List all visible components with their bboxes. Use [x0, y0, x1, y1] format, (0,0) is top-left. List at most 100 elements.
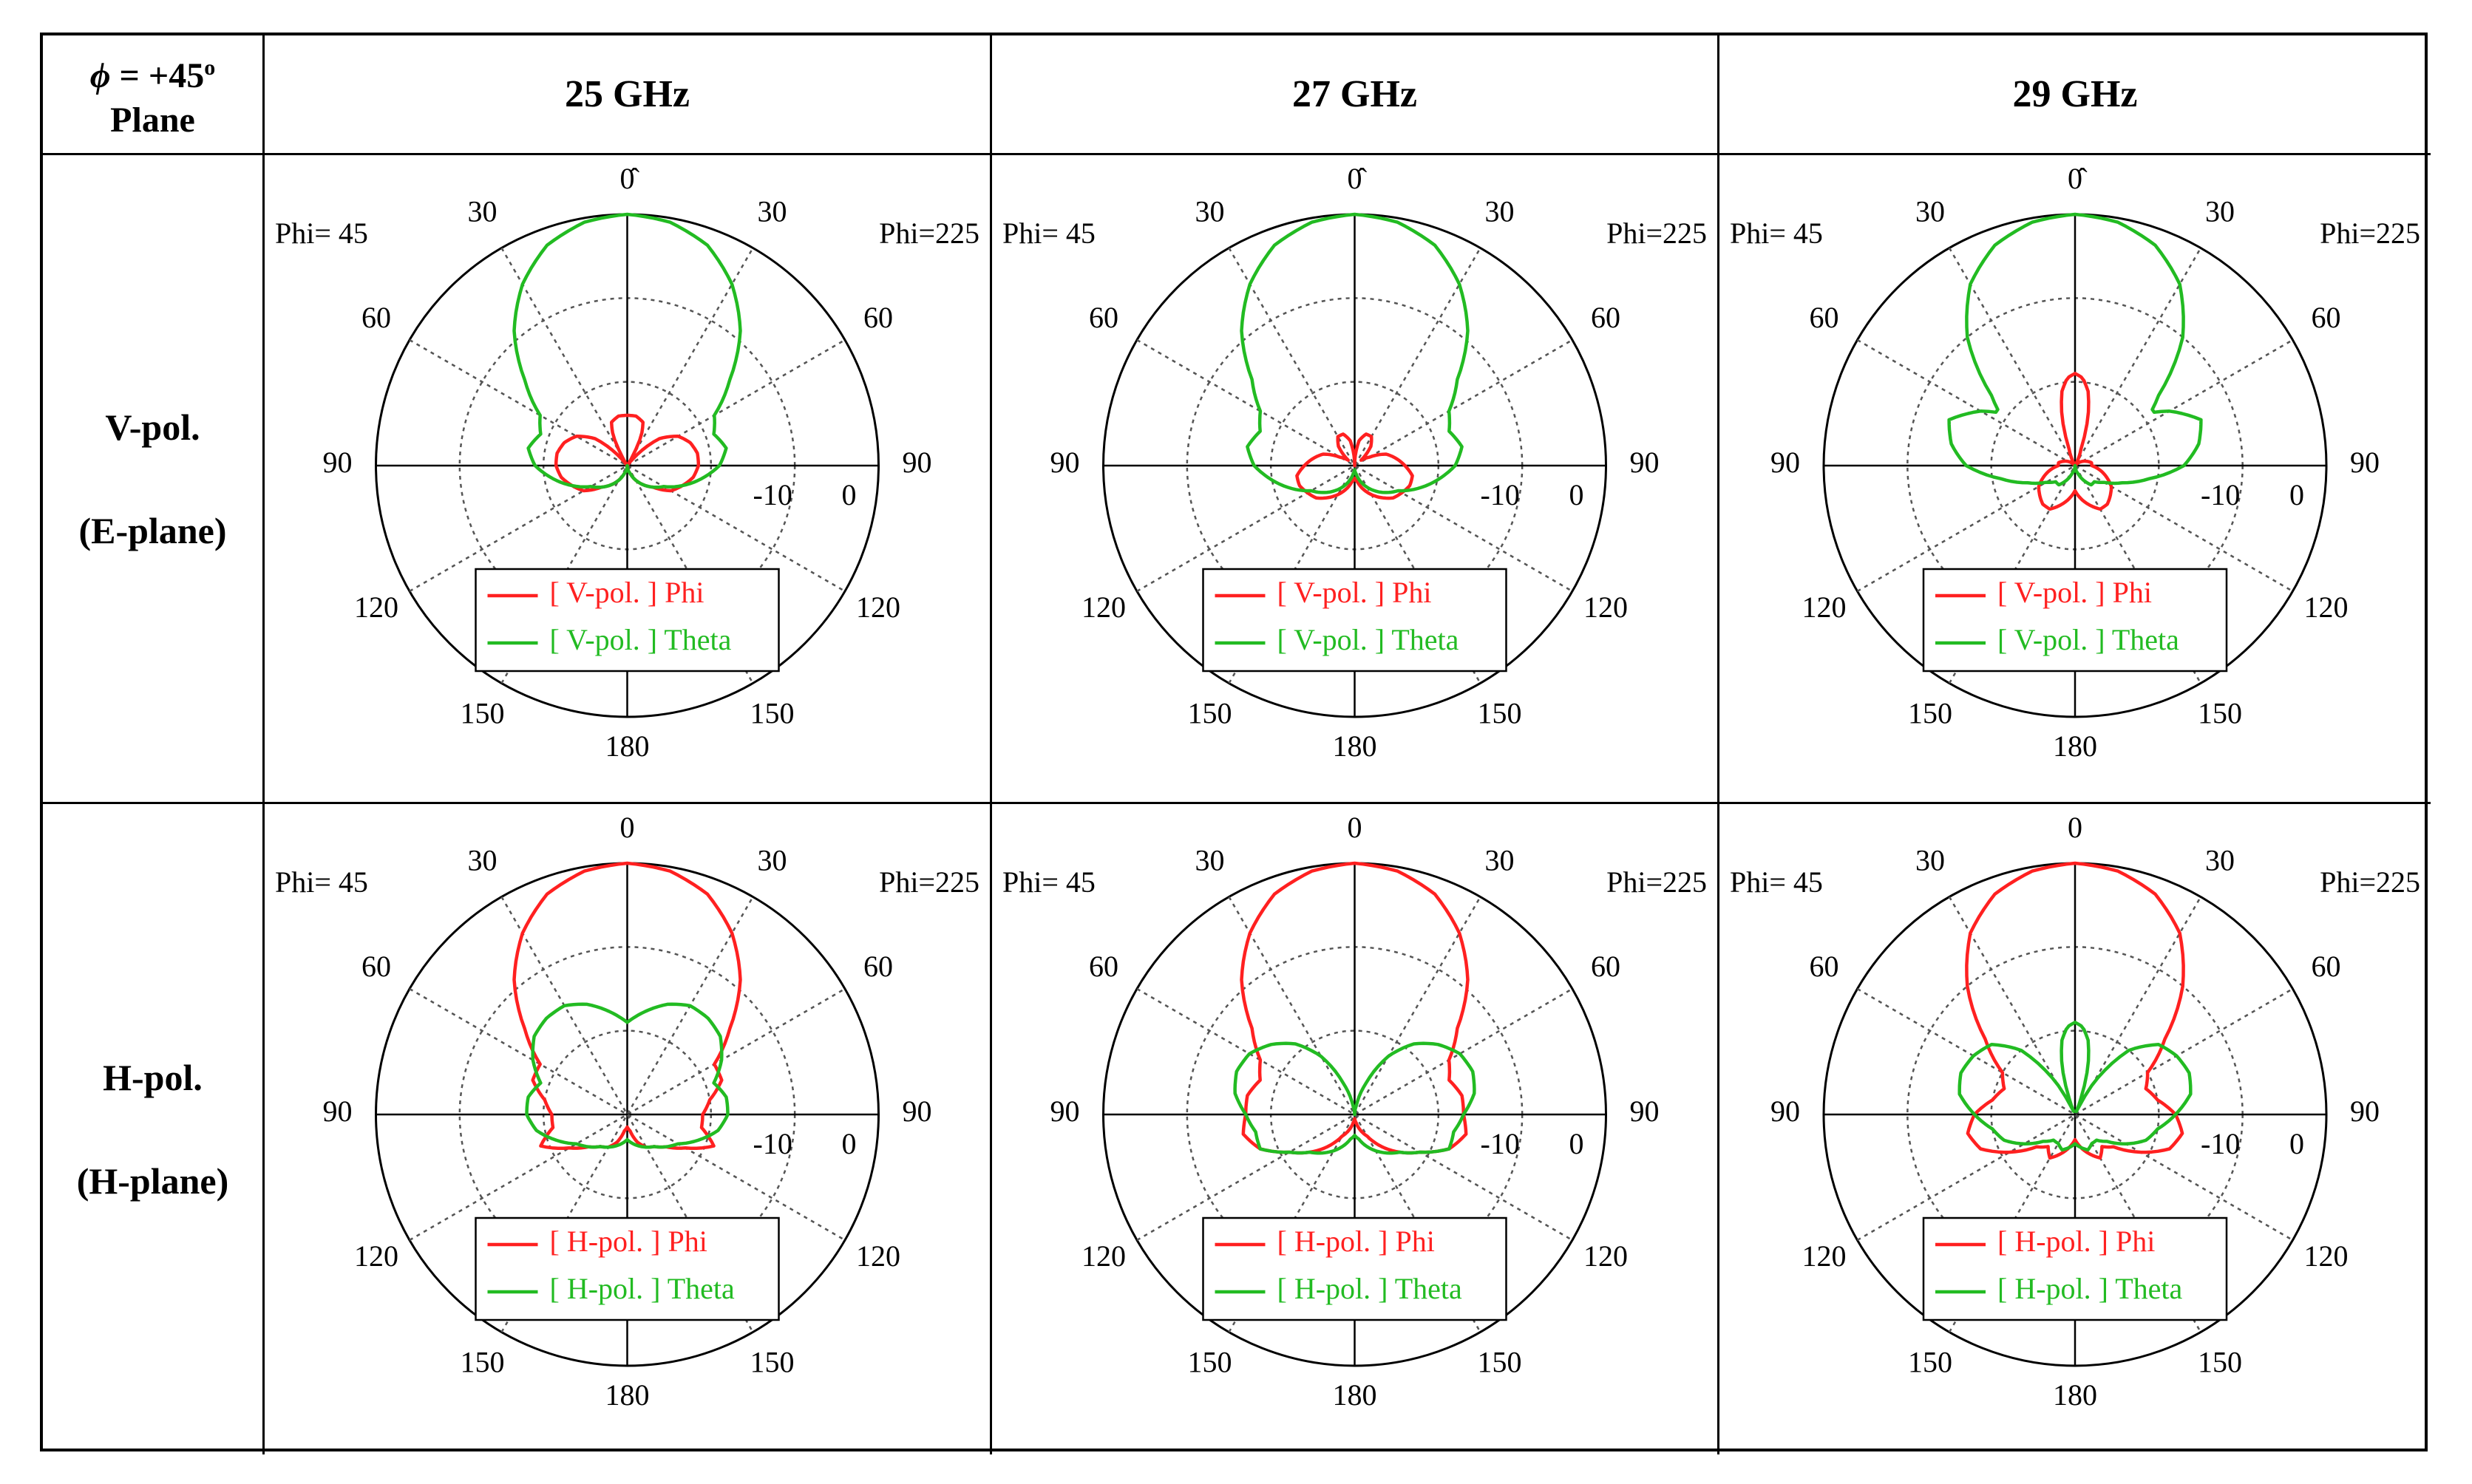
radial-tick-minus10: -10	[1481, 478, 1520, 511]
tick-label-0: 0̂	[2068, 162, 2088, 195]
phi-left-label: Phi= 45	[275, 865, 368, 899]
tick-label-180: 180	[2053, 729, 2097, 763]
legend-box	[475, 568, 780, 673]
tick-label-30-left: 30	[1915, 195, 1945, 228]
tick-label-150-right: 150	[2198, 1346, 2242, 1379]
tick-label-180: 180	[605, 1378, 650, 1412]
tick-label-0: 0	[2068, 811, 2082, 844]
radial-tick-0: 0	[1569, 1127, 1584, 1160]
tick-label-90-right: 90	[903, 446, 932, 479]
tick-label-90-right: 90	[903, 1095, 932, 1128]
tick-label-150-right: 150	[1478, 1346, 1522, 1379]
phi-right-label: Phi=225	[879, 865, 979, 899]
series-phi-curve	[2037, 372, 2113, 511]
polar-plot-svg: 0̂ 30 30 60 60 90 90 120 120 150 150 180 -10 0 Phi= 45…	[1730, 162, 2420, 763]
tick-label-30-right: 30	[2205, 844, 2235, 877]
row-header-hpol-line2: (H-plane)	[76, 1160, 229, 1202]
tick-label-60-right: 60	[863, 301, 893, 334]
tick-label-30-left: 30	[1915, 844, 1945, 877]
row-header-vpol-line1: V-pol.	[105, 406, 200, 448]
spoke-150	[1228, 896, 1481, 1333]
tick-label-180: 180	[1333, 729, 1377, 763]
plot-hpol-25ghz: 0 30 30 60 60 90 90 120 120 150 150 180 -10 0 Phi= 45 P…	[265, 804, 992, 1454]
tick-label-60-left: 60	[1089, 950, 1118, 983]
radial-tick-0: 0	[2289, 478, 2304, 511]
legend-label-theta: [ V-pol. ] Theta	[1277, 623, 1459, 656]
legend-label-theta: [ V-pol. ] Theta	[550, 623, 732, 656]
tick-label-30-left: 30	[468, 195, 498, 228]
tick-label-90-right: 90	[2350, 1095, 2380, 1128]
phi-left-label: Phi= 45	[1730, 865, 1823, 899]
tick-label-90-left: 90	[323, 1095, 353, 1128]
tick-label-0: 0	[1348, 811, 1362, 844]
radial-tick-0: 0	[2289, 1127, 2304, 1160]
series-phi-curve	[1240, 861, 1470, 1155]
phi-left-label: Phi= 45	[1730, 217, 1823, 250]
legend-box	[1922, 568, 2228, 673]
tick-label-30-left: 30	[1195, 195, 1225, 228]
series-theta-curve	[1240, 212, 1470, 494]
spoke-60	[1136, 987, 1573, 1242]
polar-plot-svg: 0 30 30 60 60 90 90 120 120 150 150 180 -10 0 Phi= 45 P…	[1002, 811, 1707, 1412]
phi-right-label: Phi=225	[1606, 865, 1707, 899]
tick-label-150-right: 150	[750, 1346, 795, 1379]
spoke-120	[1856, 987, 2294, 1242]
spoke-120	[1136, 338, 1573, 593]
tick-label-120-left: 120	[354, 590, 398, 624]
series-theta-curve	[512, 212, 742, 489]
phi-right-label: Phi=225	[1606, 217, 1707, 250]
spoke-60	[1856, 987, 2294, 1242]
row-header-vpol-line2: (E-plane)	[78, 509, 227, 551]
col-header-25ghz: 25 GHz	[265, 35, 992, 155]
legend-box	[1202, 1216, 1507, 1321]
spoke-60	[409, 987, 846, 1242]
phi-left-label: Phi= 45	[275, 217, 368, 250]
spoke-120	[1136, 987, 1573, 1242]
radial-tick-0: 0	[842, 478, 857, 511]
tick-label-30-right: 30	[1485, 844, 1515, 877]
spoke-150	[500, 896, 754, 1333]
col-header-27ghz: 27 GHz	[992, 35, 1719, 155]
legend-label-theta: [ H-pol. ] Theta	[550, 1272, 736, 1305]
tick-label-60-left: 60	[1810, 950, 1839, 983]
tick-label-60-left: 60	[1810, 301, 1839, 334]
phi-left-label: Phi= 45	[1002, 865, 1096, 899]
tick-label-60-right: 60	[863, 950, 893, 983]
legend-label-phi: [ H-pol. ] Phi	[1277, 1225, 1435, 1258]
tick-label-90-left: 90	[1050, 446, 1080, 479]
tick-label-180: 180	[2053, 1378, 2097, 1412]
tick-label-180: 180	[605, 729, 650, 763]
tick-label-30-right: 30	[1485, 195, 1515, 228]
legend-label-phi: [ H-pol. ] Phi	[1997, 1225, 2155, 1258]
legend-label-phi: [ H-pol. ] Phi	[550, 1225, 707, 1258]
phi-right-label: Phi=225	[879, 217, 979, 250]
legend-label-phi: [ V-pol. ] Phi	[1997, 576, 2152, 609]
tick-label-150-left: 150	[1188, 697, 1232, 730]
polar-plot-svg: 0̂ 30 30 60 60 90 90 120 120 150 150 180 -10 0 Phi= 45…	[1002, 162, 1707, 763]
tick-label-60-right: 60	[2311, 950, 2340, 983]
tick-label-120-right: 120	[2303, 590, 2348, 624]
tick-label-30-left: 30	[468, 844, 498, 877]
corner-line1: ϕ = +45o	[90, 46, 215, 98]
tick-label-150-left: 150	[1908, 1346, 1952, 1379]
spoke-150	[1948, 896, 2202, 1333]
series-theta-curve	[1957, 1021, 2193, 1152]
legend-label-theta: [ H-pol. ] Theta	[1997, 1272, 2183, 1305]
legend-box	[1202, 568, 1507, 673]
series-theta-curve	[525, 1002, 730, 1149]
phi-symbol: ϕ	[89, 56, 111, 95]
legend-label-phi: [ V-pol. ] Phi	[550, 576, 704, 609]
spoke-120	[1856, 338, 2294, 593]
tick-label-90-right: 90	[1630, 446, 1660, 479]
tick-label-0: 0̂	[620, 162, 640, 195]
row-header-hpol: H-pol. (H-plane)	[43, 804, 265, 1454]
pattern-table: ϕ = +45o Plane 25 GHz 27 GHz 29 GHz V-po…	[40, 33, 2431, 1454]
corner-line2: Plane	[110, 101, 195, 140]
tick-label-60-right: 60	[2311, 301, 2340, 334]
degree-sup: o	[204, 55, 216, 80]
tick-label-120-left: 120	[1802, 590, 1847, 624]
radial-tick-minus10: -10	[2201, 1127, 2240, 1160]
tick-label-90-right: 90	[1630, 1095, 1660, 1128]
series-phi-curve	[1965, 861, 2185, 1160]
tick-label-150-left: 150	[461, 1346, 505, 1379]
